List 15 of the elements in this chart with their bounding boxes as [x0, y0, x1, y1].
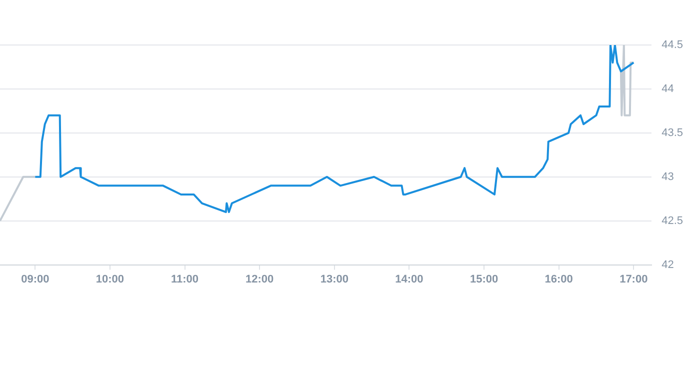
y-tick-label: 42.5	[662, 214, 684, 227]
x-tick-label: 09:00	[21, 273, 50, 286]
x-tick-label: 17:00	[620, 273, 648, 286]
x-tick-label: 10:00	[96, 273, 124, 286]
y-tick-label: 44.5	[662, 39, 684, 52]
y-tick-label: 42	[662, 258, 674, 271]
x-tick-label: 16:00	[544, 273, 573, 286]
y-tick-label: 43.5	[662, 126, 684, 139]
x-tick-label: 14:00	[395, 273, 424, 286]
x-tick-label: 12:00	[246, 273, 274, 286]
y-tick-label: 44	[662, 82, 674, 95]
x-tick-label: 15:00	[470, 273, 498, 286]
x-tick-label: 13:00	[320, 273, 348, 286]
y-tick-label: 43	[662, 170, 674, 183]
x-tick-label: 11:00	[171, 273, 199, 286]
